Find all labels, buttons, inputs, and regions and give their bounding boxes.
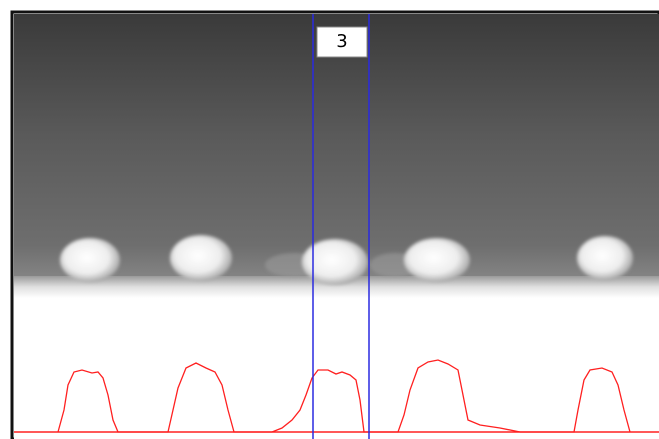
grain: [302, 239, 368, 285]
grain: [170, 235, 232, 281]
surface: [14, 298, 659, 439]
frame-label: 3: [336, 31, 347, 52]
grain: [404, 238, 470, 282]
grain: [577, 236, 633, 280]
label-box: [316, 26, 368, 58]
photo: [14, 14, 659, 439]
surface-edge: [14, 276, 659, 298]
grain: [60, 238, 120, 282]
intensity-profile: [57, 359, 631, 433]
frame: [10, 10, 659, 439]
